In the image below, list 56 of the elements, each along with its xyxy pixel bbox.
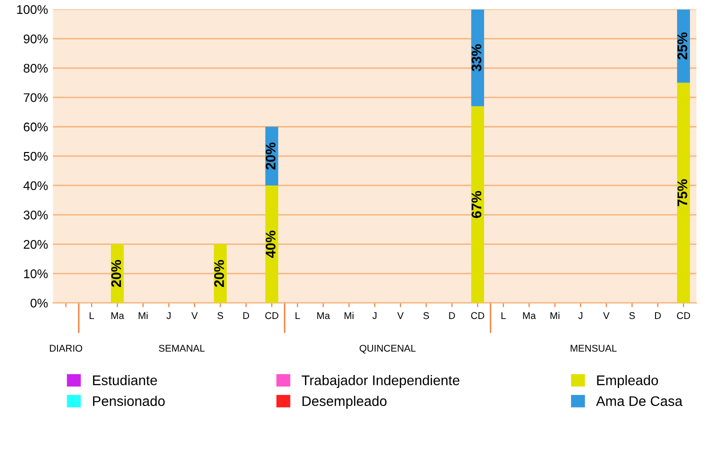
x-tick-label: L — [296, 312, 300, 319]
legend-label: Desempleado — [302, 396, 387, 409]
x-tick-label: Mi — [344, 312, 354, 319]
x-tick-label: S — [423, 312, 429, 320]
legend-label: Pensionado — [93, 396, 165, 406]
bar — [471, 9, 484, 106]
legend-label: Ama De Casa — [596, 396, 682, 406]
text: SEMANAL — [158, 344, 205, 352]
x-tick-label: CD — [677, 312, 690, 320]
y-tick-label: 60% — [24, 122, 48, 132]
y-tick-label: 40% — [23, 181, 48, 190]
data-label: 25% — [677, 32, 688, 60]
x-tick-label: V — [191, 312, 198, 319]
y-tick-label: 90% — [24, 34, 48, 44]
legend-label: Empleado — [597, 375, 658, 388]
x-tick-label: S — [629, 312, 635, 320]
x-tick-label: Ma — [111, 312, 124, 320]
x-tick-label: Mi — [550, 312, 560, 319]
y-tick-label: 30% — [24, 210, 48, 220]
data-label: 20% — [214, 260, 224, 287]
x-tick-label: J — [578, 312, 582, 320]
y-tick-label: 0% — [30, 298, 48, 308]
bar — [471, 106, 484, 303]
legend-label: Estudiante — [93, 375, 157, 386]
y-tick-label: 80% — [24, 64, 48, 73]
x-tick-label: D — [449, 312, 455, 319]
x-tick-label: L — [90, 312, 94, 319]
x-tick-label: CD — [265, 312, 278, 320]
y-tick-label: 100% — [17, 5, 48, 14]
x-tick-label: J — [166, 312, 171, 320]
legend-label: Trabajador Independiente — [302, 375, 460, 388]
x-tick-label: S — [218, 312, 224, 320]
x-tick-label: V — [603, 312, 610, 319]
y-tick-label: 20% — [24, 240, 48, 249]
x-tick-label: D — [243, 312, 250, 319]
text: MENSUAL — [570, 344, 617, 352]
data-label: 75% — [677, 179, 688, 206]
y-tick-label: 10% — [24, 269, 48, 278]
text: DIARIO — [50, 344, 82, 352]
y-tick-label: 70% — [24, 93, 48, 102]
y-tick-label: 50% — [24, 152, 48, 161]
data-label: 40% — [266, 230, 276, 258]
data-label: 67% — [472, 191, 482, 218]
x-tick-label: J — [372, 312, 376, 320]
x-tick-label: V — [397, 312, 404, 319]
x-tick-label: L — [501, 312, 506, 319]
data-label: 20% — [111, 260, 122, 287]
x-tick-label: CD — [471, 312, 484, 320]
bar — [677, 82, 690, 303]
data-label: 33% — [472, 44, 482, 72]
x-tick-label: D — [655, 312, 661, 319]
x-tick-label: Ma — [523, 312, 536, 320]
text: QUINCENAL — [360, 344, 416, 354]
x-tick-label: Mi — [138, 312, 148, 319]
data-label: 20% — [266, 142, 276, 170]
x-tick-label: Ma — [317, 312, 330, 320]
